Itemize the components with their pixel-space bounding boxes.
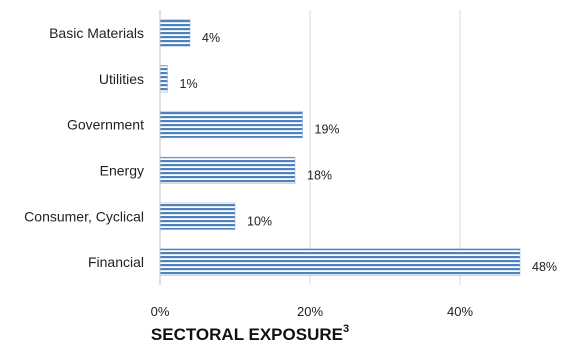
category-label-financial: Financial	[88, 254, 144, 270]
x-axis-title: SECTORAL EXPOSURE3	[151, 323, 349, 344]
gridlines	[309, 10, 461, 285]
x-tick-label-0: 0%	[151, 304, 170, 319]
x-tick-labels: 0% 20% 40%	[151, 304, 474, 319]
data-labels: 4% 1% 19% 18% 10% 48%	[180, 31, 558, 274]
data-label-consumer-cyclical: 10%	[247, 214, 272, 228]
category-label-government: Government	[67, 117, 144, 133]
bar-consumer-cyclical	[159, 202, 236, 230]
data-label-utilities: 1%	[180, 77, 198, 91]
bar-utilities	[159, 65, 168, 93]
bars-group	[159, 19, 521, 276]
data-label-financial: 48%	[532, 260, 557, 274]
bar-energy	[159, 156, 296, 184]
category-label-energy: Energy	[100, 162, 144, 178]
bar-basic-materials	[159, 19, 191, 47]
data-label-energy: 18%	[307, 168, 332, 182]
category-label-utilities: Utilities	[99, 71, 144, 87]
data-label-basic-materials: 4%	[202, 31, 220, 45]
x-tick-label-2: 40%	[447, 304, 473, 319]
category-labels: Basic Materials Utilities Government Energy…	[24, 25, 144, 270]
category-label-consumer-cyclical: Consumer, Cyclical	[24, 208, 144, 224]
x-axis-title-superscript: 3	[343, 323, 349, 335]
data-label-government: 19%	[315, 123, 340, 137]
bar-government	[159, 111, 303, 139]
bar-financial	[159, 248, 521, 276]
x-tick-label-1: 20%	[297, 304, 323, 319]
category-label-basic-materials: Basic Materials	[49, 25, 144, 41]
x-axis-title-text: SECTORAL EXPOSURE	[151, 325, 343, 344]
